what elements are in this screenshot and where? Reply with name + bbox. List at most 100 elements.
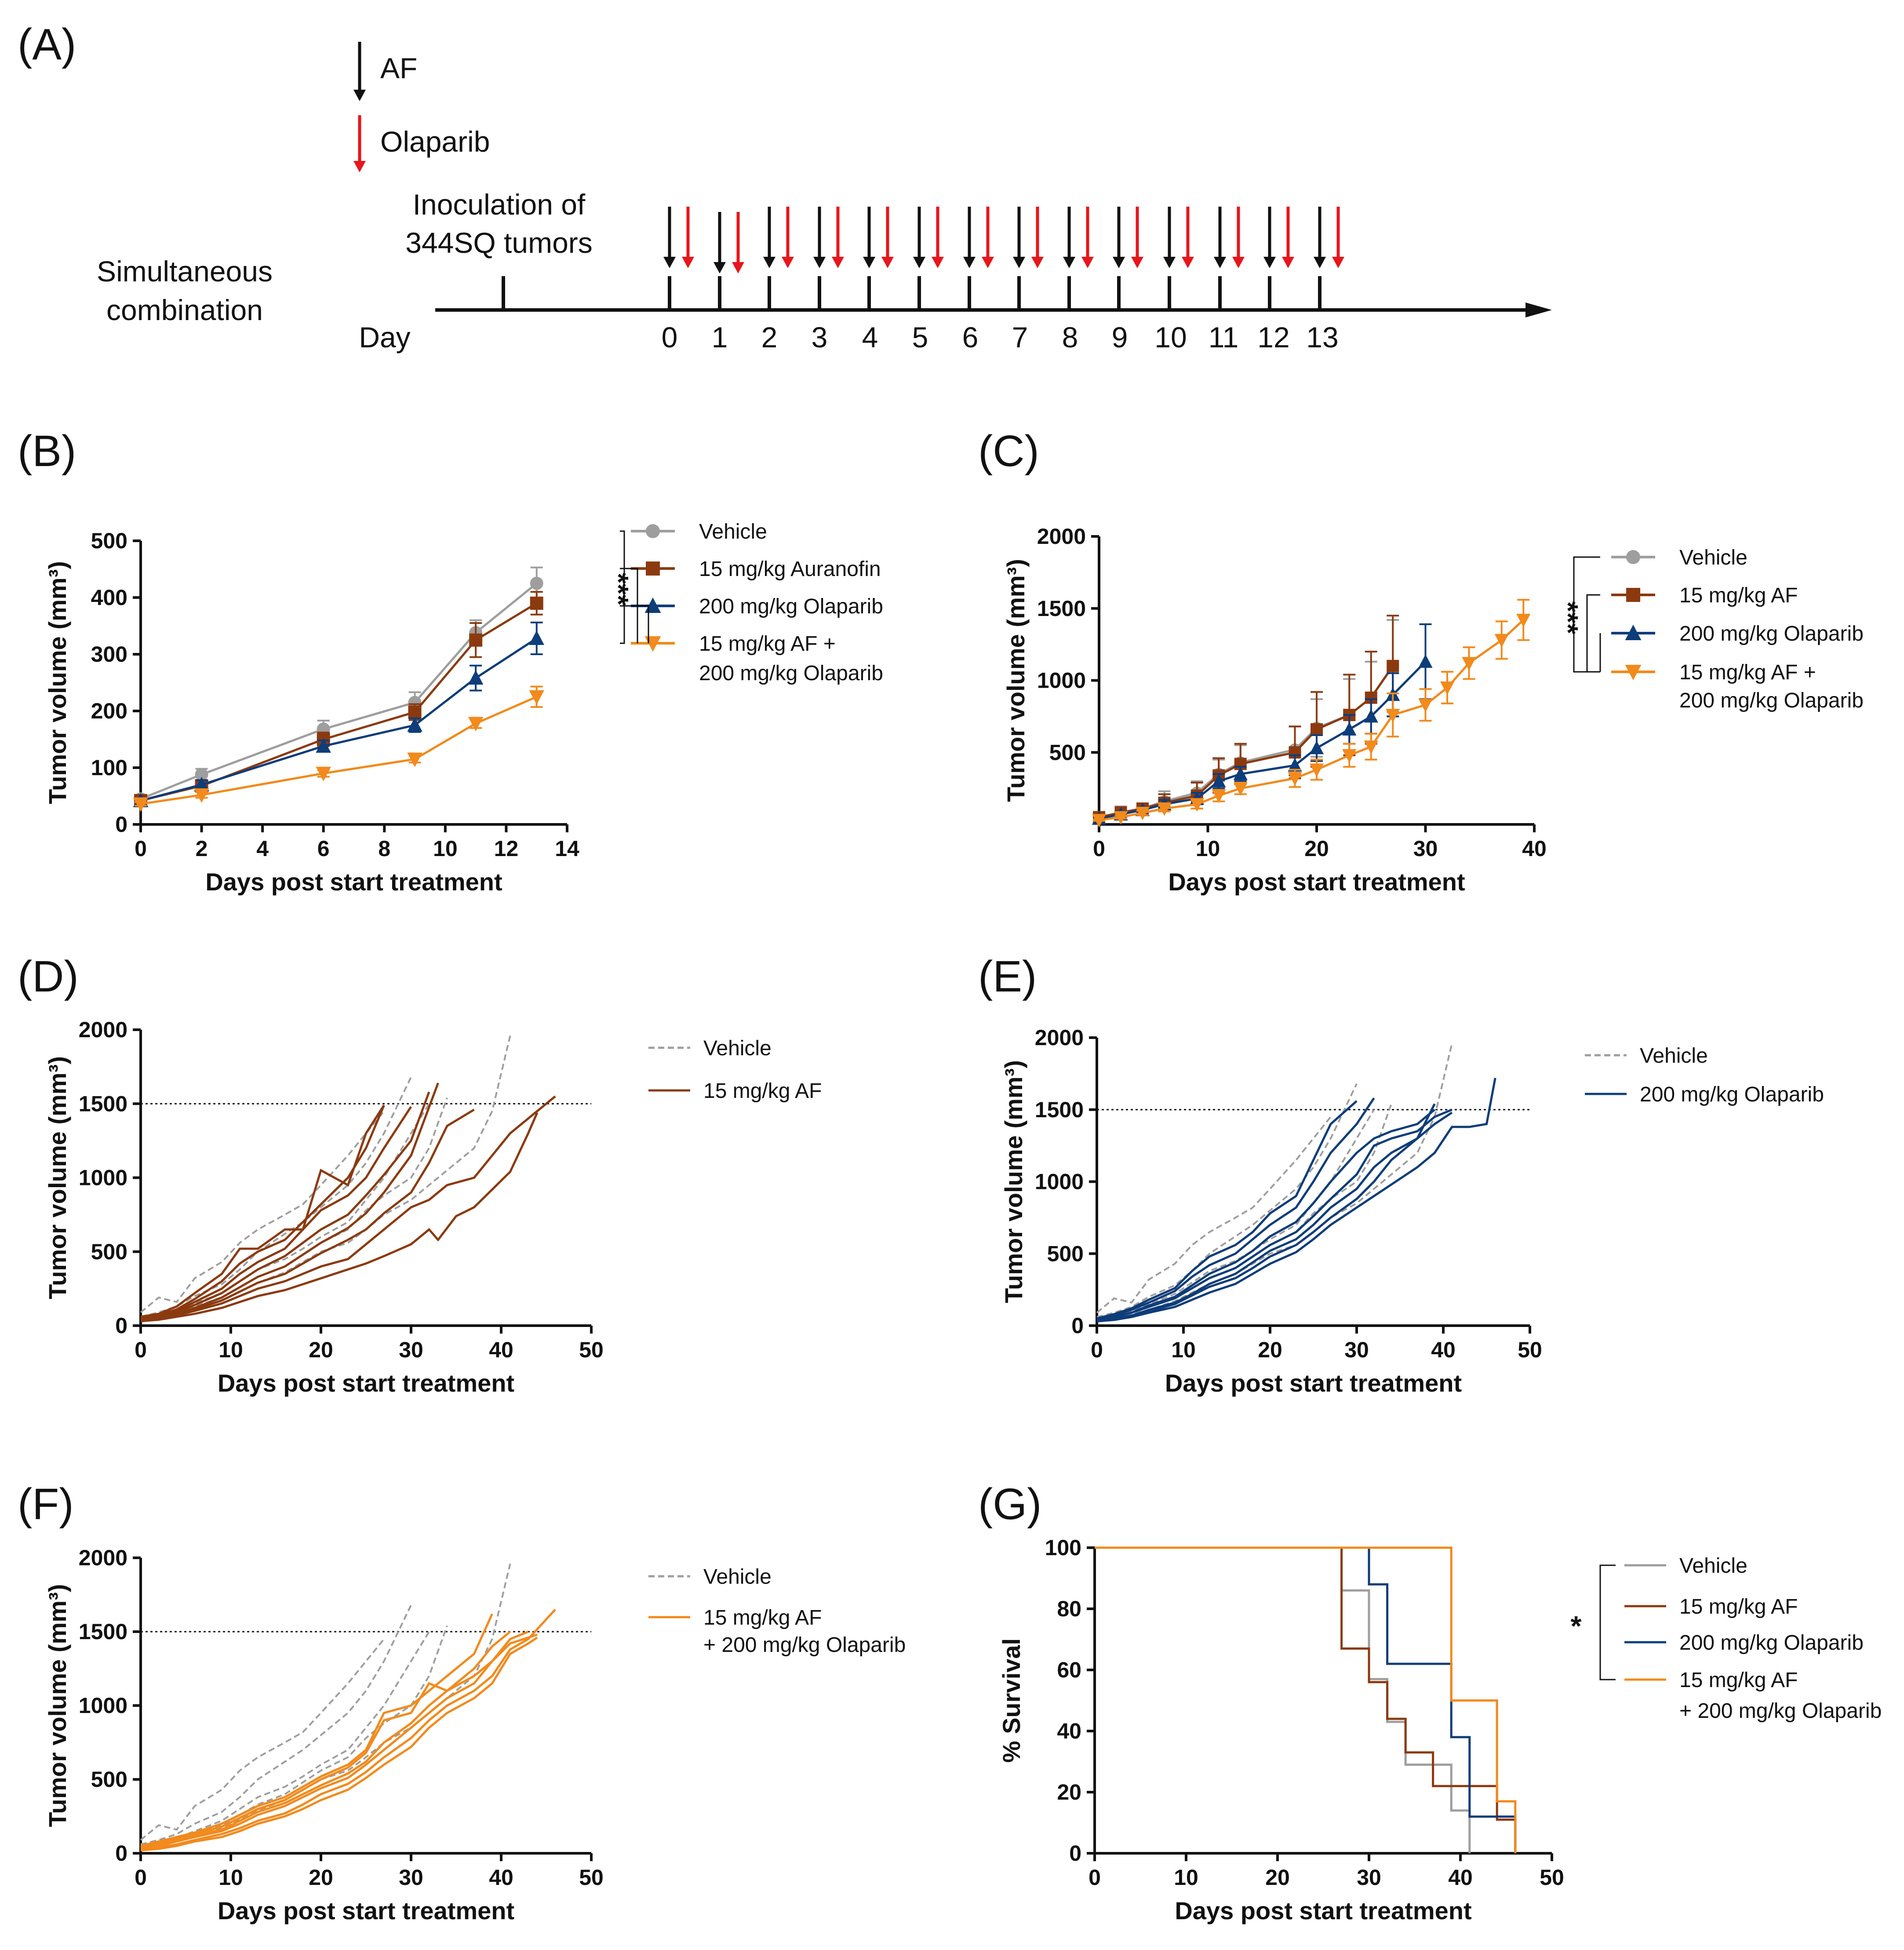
af-dose-arrow-head: [1013, 257, 1025, 268]
data-point: [1418, 654, 1433, 668]
x-tick-label: 30: [1344, 1338, 1369, 1362]
legend-label: 15 mg/kg AF: [1679, 584, 1798, 607]
data-point: [133, 797, 149, 812]
y-tick-label: 500: [91, 529, 127, 553]
y-tick-label: 2000: [79, 1545, 127, 1570]
legend-label: 15 mg/kg Auranofin: [699, 558, 881, 581]
af-dose-arrow: [863, 207, 875, 268]
olaparib-dose-arrow-head: [881, 257, 894, 268]
legend-label: 200 mg/kg Olaparib: [1679, 689, 1864, 712]
panel-label-g: (G): [978, 1480, 1041, 1529]
y-tick-label: 500: [91, 1767, 127, 1792]
af-dose-arrow-head: [1163, 257, 1176, 268]
y-tick-label: 300: [91, 642, 127, 667]
y-tick-label: 500: [1047, 1241, 1084, 1266]
y-tick-label: 0: [115, 1313, 127, 1338]
legend-marker: [1626, 588, 1640, 602]
individual-curve: [140, 1108, 475, 1321]
olaparib-dose-arrow-head: [1131, 257, 1143, 268]
inoculation-label-line2: 344SQ tumors: [405, 226, 593, 259]
af-dose-arrow: [913, 207, 925, 268]
data-point: [408, 705, 422, 719]
panel-label-c: (C): [978, 426, 1039, 476]
schedule-timeline: 0 1 2 3 4 5 6 7 8 9 10 11 12 13: [353, 42, 1552, 354]
individual-curve: [140, 1083, 439, 1321]
af-dose-arrow: [1214, 207, 1226, 268]
y-tick-label: 100: [1045, 1535, 1081, 1560]
y-tick-label: 100: [91, 755, 127, 780]
individual-curve: [140, 1631, 511, 1848]
af-dose-arrow-head: [1314, 257, 1326, 268]
legend-af-arrow: [353, 42, 366, 101]
af-dose-arrow: [1263, 207, 1276, 268]
individual-curve: [140, 1035, 511, 1319]
y-axis-label: Tumor volume (mm³): [44, 1056, 71, 1299]
series-1: [1093, 615, 1399, 824]
y-tick-label: 500: [91, 1239, 127, 1264]
x-axis-label: Days post start treatment: [1175, 1897, 1471, 1924]
day-number: 4: [862, 321, 878, 354]
y-tick-label: 200: [91, 699, 127, 723]
data-point: [1364, 709, 1378, 723]
af-dose-arrow-head: [714, 262, 726, 273]
data-point: [1364, 740, 1378, 754]
af-dose-arrow: [663, 207, 676, 268]
olaparib-dose-arrow-head: [1182, 257, 1194, 268]
af-dose-arrow-head: [813, 257, 826, 268]
x-tick-label: 20: [1258, 1338, 1282, 1362]
x-tick-label: 0: [1093, 836, 1105, 861]
x-tick-label: 40: [1448, 1865, 1473, 1890]
legend-label: Vehicle: [703, 1565, 772, 1589]
olaparib-dose-arrow: [932, 207, 944, 268]
olaparib-dose-arrow: [1031, 207, 1044, 268]
olaparib-dose-arrow-head: [782, 257, 794, 268]
af-dose-arrow-head: [1113, 257, 1125, 268]
x-tick-label: 50: [579, 1338, 604, 1362]
y-tick-label: 1500: [1037, 596, 1086, 621]
legend-label: 200 mg/kg Olaparib: [1640, 1083, 1824, 1106]
y-axis-label: Tumor volume (mm³): [1000, 1060, 1027, 1303]
x-tick-label: 50: [579, 1865, 604, 1890]
survival-curve-3: [1095, 1546, 1517, 1853]
data-point: [407, 752, 422, 767]
data-point: [1342, 722, 1357, 736]
data-point: [316, 766, 331, 781]
individual-curve: [140, 1106, 412, 1319]
data-point: [1440, 681, 1455, 695]
legend: Vehicle 15 mg/kg AF 200 mg/kg Olaparib 15 m…: [1571, 1554, 1882, 1723]
olaparib-dose-arrow: [682, 207, 694, 268]
olaparib-dose-arrow-head: [1282, 257, 1294, 268]
olaparib-dose-arrow: [1332, 207, 1344, 268]
legend-marker: [1626, 550, 1640, 564]
series-line: [140, 637, 538, 802]
olaparib-dose-arrow: [1282, 207, 1294, 268]
data-point: [468, 717, 484, 732]
significance-bracket: [620, 530, 625, 644]
legend-label: 200 mg/kg Olaparib: [1679, 1631, 1864, 1655]
x-tick-label: 0: [135, 836, 147, 861]
chart-g: 0 10 20 30 40 50 0 20 40 60 80 100 Days post start t…: [998, 1535, 1882, 1924]
y-tick-label: 1000: [79, 1166, 127, 1190]
olaparib-dose-arrow: [1232, 207, 1245, 268]
af-dose-arrow: [763, 207, 775, 268]
olaparib-dose-arrow-head: [832, 257, 844, 268]
day-number: 7: [1012, 321, 1028, 354]
y-tick-label: 1000: [1035, 1170, 1084, 1194]
legend-label: 200 mg/kg Olaparib: [699, 662, 883, 685]
legend: Vehicle 15 mg/kg Auranofin 200 mg/kg Olapa…: [603, 520, 883, 685]
panel-label-a: (A): [18, 20, 76, 69]
x-tick-label: 20: [1265, 1865, 1290, 1890]
data-point: [1288, 772, 1302, 786]
y-tick-label: 40: [1057, 1719, 1081, 1743]
series-1: [140, 1083, 556, 1323]
af-dose-arrow-head: [1063, 257, 1075, 268]
y-tick-label: 0: [115, 1841, 127, 1866]
individual-curve: [140, 1563, 511, 1847]
legend-label: 200 mg/kg Olaparib: [699, 595, 883, 618]
series-0: [134, 566, 543, 806]
x-tick-label: 0: [1091, 1338, 1103, 1362]
olaparib-dose-arrow-head: [1232, 257, 1245, 268]
data-point: [1309, 763, 1324, 777]
olaparib-dose-arrow: [732, 212, 744, 273]
